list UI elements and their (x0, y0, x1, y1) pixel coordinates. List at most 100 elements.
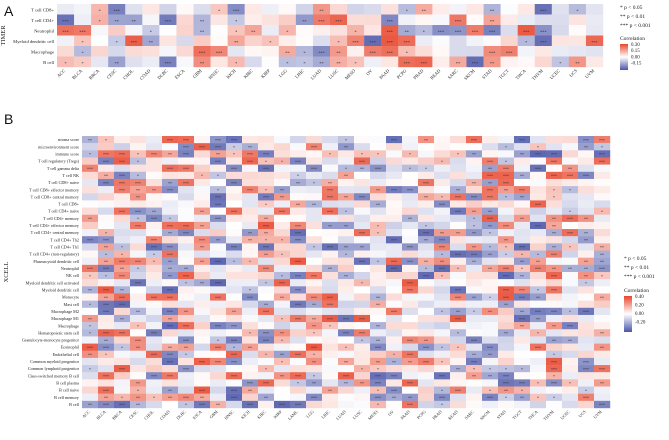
panel-b-letter: B (4, 111, 13, 127)
heatmap-cell (125, 56, 143, 68)
heatmap-cell (306, 329, 323, 337)
significance-mark: ** (120, 288, 124, 293)
heatmap-cell (514, 243, 531, 251)
significance-mark: * (569, 381, 571, 386)
heatmap-cell (530, 300, 547, 308)
heatmap-cell (258, 157, 275, 165)
heatmap-cell (482, 314, 499, 323)
heatmap-cell (562, 279, 579, 287)
significance-mark: ** (104, 295, 108, 300)
significance-mark: * (406, 51, 408, 56)
heatmap-cell (178, 186, 195, 194)
significance-mark: *** (599, 138, 605, 143)
heatmap-cell (500, 35, 518, 47)
heatmap-cell (562, 157, 579, 165)
heatmap-cell (370, 143, 387, 151)
heatmap-cell (370, 329, 387, 337)
significance-mark: *** (391, 238, 397, 243)
heatmap-cell (193, 14, 211, 26)
significance-mark: *** (439, 267, 445, 272)
heatmap-cell (450, 221, 467, 230)
heatmap-cell (386, 386, 403, 394)
heatmap-cell (338, 178, 355, 187)
heatmap-cell (466, 300, 483, 308)
significance-mark: ** (104, 260, 108, 265)
heatmap-cell (98, 264, 115, 273)
heatmap-cell (551, 4, 570, 15)
heatmap-cell (562, 136, 579, 144)
heatmap-cell (258, 300, 275, 308)
heatmap-cell (258, 221, 275, 230)
heatmap-cell (312, 35, 331, 47)
heatmap-cell (370, 150, 387, 158)
heatmap-cell (578, 357, 595, 366)
significance-mark: *** (439, 245, 445, 250)
heatmap-cell (450, 300, 467, 308)
heatmap-cell (418, 307, 435, 316)
heatmap-cell (338, 357, 355, 366)
significance-mark: ** (405, 30, 409, 35)
heatmap-cell (322, 178, 339, 187)
heatmap-cell (386, 400, 403, 409)
heatmap-cell (322, 372, 339, 380)
column-label: PAAD (378, 68, 391, 81)
heatmap-cell (258, 200, 275, 208)
significance-mark: *** (519, 381, 525, 386)
significance-mark: ** (88, 138, 92, 143)
significance-mark: * (441, 310, 443, 315)
heatmap-cell (517, 4, 535, 15)
significance-mark: * (406, 9, 408, 14)
significance-mark: * (105, 274, 107, 279)
row-label: T cell CD8+ (58, 202, 80, 207)
significance-mark: *** (391, 188, 397, 193)
heatmap-cell (306, 229, 323, 237)
heatmap-cell (142, 4, 160, 15)
heatmap-cell (364, 14, 382, 26)
heatmap-cell (162, 386, 179, 394)
heatmap-cell (386, 164, 403, 172)
heatmap-cell (162, 329, 179, 337)
significance-mark: ** (504, 331, 508, 336)
heatmap-cell (498, 178, 515, 187)
significance-mark: *** (407, 188, 413, 193)
heatmap-cell (546, 400, 563, 409)
significance-mark: * (249, 260, 251, 265)
significance-mark: *** (119, 331, 125, 336)
heatmap-cell (306, 400, 323, 409)
heatmap-cell (142, 56, 160, 68)
significance-mark: *** (295, 224, 301, 229)
significance-mark: ** (88, 217, 92, 222)
significance-mark: *** (119, 303, 125, 308)
heatmap-cell (514, 207, 531, 215)
heatmap-cell (338, 243, 355, 251)
heatmap-cell (498, 336, 515, 344)
heatmap-cell (162, 214, 179, 223)
heatmap-cell (354, 279, 371, 287)
heatmap-cell (402, 207, 419, 215)
heatmap-cell (498, 243, 515, 251)
heatmap-cell (450, 178, 467, 187)
heatmap-cell (594, 171, 611, 180)
heatmap-cell (482, 300, 499, 308)
heatmap-cell (450, 257, 467, 266)
heatmap-cell (226, 400, 243, 409)
heatmap-cell (130, 300, 147, 308)
significance-mark: * (281, 317, 283, 322)
heatmap-cell (210, 250, 227, 258)
heatmap-cell (194, 157, 211, 165)
heatmap-cell (418, 221, 435, 230)
heatmap-cell (386, 393, 403, 402)
heatmap-cell (370, 214, 387, 223)
column-label: THCA (527, 409, 539, 421)
significance-mark: *** (551, 360, 557, 365)
heatmap-cell (194, 214, 211, 223)
heatmap-cell (146, 400, 163, 409)
significance-mark: *** (216, 51, 223, 56)
heatmap-cell (226, 393, 243, 402)
heatmap-cell (415, 25, 433, 36)
heatmap-cell (418, 386, 435, 394)
heatmap-cell (82, 286, 99, 294)
significance-mark: *** (503, 181, 509, 186)
significance-mark: *** (62, 30, 69, 35)
heatmap-cell (594, 343, 611, 351)
